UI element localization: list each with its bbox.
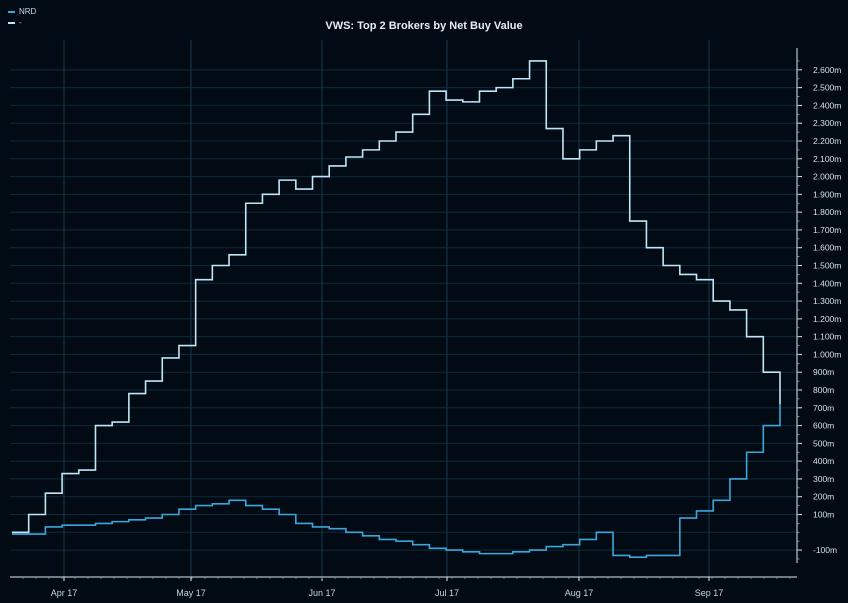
legend-label-series-2: - [19,18,22,27]
y-tick-label: 400m [813,456,834,466]
legend-item-series-1[interactable]: NRD [8,6,36,17]
legend-item-series-2[interactable]: - [8,17,36,28]
chart-title: VWS: Top 2 Brokers by Net Buy Value [325,20,523,32]
x-tick-label: Jun 17 [308,588,335,598]
y-tick-label: 1.800m [813,207,841,217]
plot-background [10,40,797,577]
y-tick-label: 2.100m [813,154,841,164]
y-tick-label: 1.300m [813,296,841,306]
y-tick-label: 1.600m [813,243,841,253]
x-tick-label: Aug 17 [565,588,594,598]
y-tick-label: 1.100m [813,332,841,342]
y-tick-label: 500m [813,438,834,448]
y-tick-label: 1.200m [813,314,841,324]
y-tick-label: 2.200m [813,136,841,146]
y-tick-label: 2.600m [813,65,841,75]
x-tick-label: Apr 17 [51,588,78,598]
y-tick-label: 700m [813,403,834,413]
series-line-1 [12,404,781,558]
y-tick-label: 1.700m [813,225,841,235]
y-tick-label: 200m [813,492,834,502]
y-tick-label: -100m [813,545,837,555]
y-tick-label: 2.300m [813,118,841,128]
y-tick-label: 300m [813,474,834,484]
y-tick-label: 1.500m [813,260,841,270]
y-tick-label: 600m [813,421,834,431]
legend-label-series-1: NRD [19,7,37,16]
y-tick-label: 100m [813,510,834,520]
legend-swatch-series-1 [8,10,15,13]
legend-swatch-series-2 [8,21,15,24]
y-tick-label: 1.400m [813,278,841,288]
legend: NRD - [8,6,36,28]
y-tick-label: 1.900m [813,189,841,199]
y-tick-label: 2.400m [813,100,841,110]
y-tick-label: 2.000m [813,172,841,182]
x-tick-label: Sep 17 [695,588,724,598]
y-tick-label: 1.000m [813,349,841,359]
y-tick-label: 900m [813,367,834,377]
y-tick-label: 2.500m [813,83,841,93]
x-tick-label: Jul 17 [435,588,459,598]
series-line-2 [12,60,781,534]
x-tick-label: May 17 [176,588,206,598]
y-tick-label: 800m [813,385,834,395]
